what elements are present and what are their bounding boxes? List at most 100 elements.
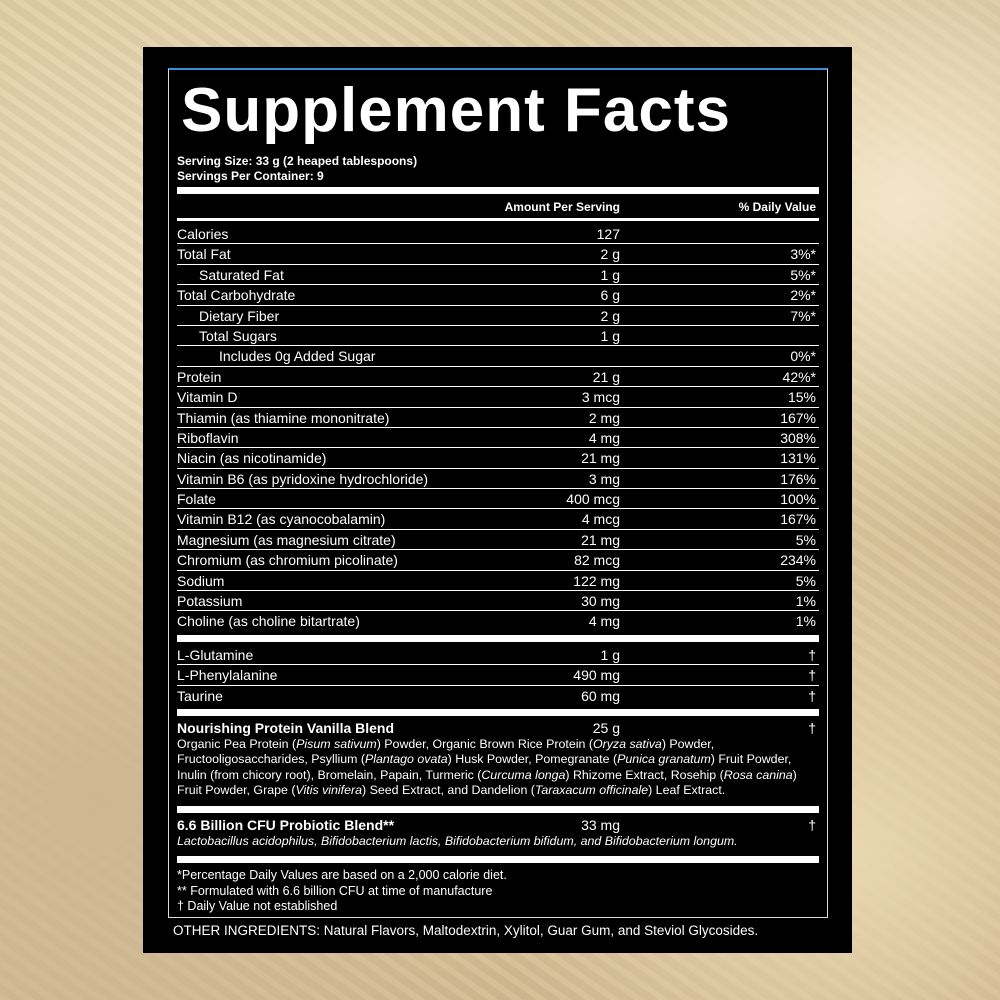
nutrient-row: Dietary Fiber 2 g 7%* bbox=[177, 306, 819, 326]
nutrient-name: Choline (as choline bitartrate) bbox=[177, 613, 360, 630]
amount-header: Amount Per Serving bbox=[504, 200, 620, 214]
nutrient-amount: 21 g bbox=[592, 368, 620, 385]
supplement-facts-panel: Supplement Facts Serving Size: 33 g (2 h… bbox=[143, 47, 852, 953]
nutrient-dv: 5%* bbox=[790, 266, 816, 283]
nutrient-row: Vitamin B12 (as cyanocobalamin) 4 mcg 167% bbox=[177, 509, 819, 530]
footnote: *Percentage Daily Values are based on a … bbox=[177, 868, 507, 883]
nutrient-amount: 1 g bbox=[600, 327, 620, 344]
nutrient-row: Total Sugars 1 g bbox=[177, 326, 819, 347]
nutrient-amount: 4 mg bbox=[588, 613, 620, 630]
nutrient-name: Protein bbox=[177, 368, 222, 385]
nutrient-amount: 2 g bbox=[600, 307, 620, 324]
nutrient-name: Calories bbox=[177, 226, 229, 242]
nutrient-row: Protein 21 g 42%* bbox=[177, 367, 819, 388]
nutrient-name: L-Phenylalanine bbox=[177, 667, 278, 684]
servings-per-container: Servings Per Container: 9 bbox=[177, 169, 324, 183]
blend-name: Nourishing Protein Vanilla Blend bbox=[177, 719, 395, 736]
divider bbox=[177, 805, 819, 813]
nutrient-name: Niacin (as nicotinamide) bbox=[177, 450, 327, 467]
nutrient-dv: † bbox=[808, 687, 816, 704]
nutrient-row: Calories 127 bbox=[177, 224, 819, 245]
dv-header: % Daily Value bbox=[738, 200, 816, 214]
nutrient-list: Calories 127 Total Fat 2 g 3%* Saturated Fat 1… bbox=[177, 224, 819, 632]
nutrient-row: Sodium 122 mg 5% bbox=[177, 571, 819, 592]
nutrient-row: Chromium (as chromium picolinate) 82 mcg 2… bbox=[177, 550, 819, 571]
nutrient-name: Thiamin (as thiamine mononitrate) bbox=[177, 409, 390, 426]
nutrient-dv: 3%* bbox=[790, 246, 816, 263]
nutrient-dv: † bbox=[808, 667, 816, 684]
amino-acid-list: L-Glutamine 1 g † L-Phenylalanine 490 mg † Tau… bbox=[177, 645, 819, 706]
nutrient-amount: 3 mg bbox=[588, 470, 620, 487]
nutrient-dv: 5% bbox=[795, 572, 816, 589]
nutrient-row: Magnesium (as magnesium citrate) 21 mg 5% bbox=[177, 530, 819, 551]
nutrient-dv: 308% bbox=[780, 429, 816, 446]
nutrient-amount: 60 mg bbox=[581, 687, 620, 704]
nutrient-amount: 490 mg bbox=[573, 667, 620, 684]
nutrient-name: Folate bbox=[177, 491, 216, 508]
nutrient-name: Vitamin B6 (as pyridoxine hydrochloride) bbox=[177, 470, 429, 487]
nutrient-name: Taurine bbox=[177, 687, 223, 704]
footnotes: *Percentage Daily Values are based on a … bbox=[177, 866, 819, 915]
probiotic-dv: † bbox=[808, 816, 816, 833]
nutrient-amount: 21 mg bbox=[581, 531, 620, 548]
probiotic-blend: 6.6 Billion CFU Probiotic Blend** 33 mg † … bbox=[177, 816, 819, 854]
nutrient-row: Riboflavin 4 mg 308% bbox=[177, 428, 819, 449]
nutrient-amount: 2 mg bbox=[588, 409, 620, 426]
nutrient-amount: 30 mg bbox=[581, 593, 620, 610]
nutrient-row: Vitamin B6 (as pyridoxine hydrochloride)… bbox=[177, 469, 819, 490]
nutrient-row: Choline (as choline bitartrate) 4 mg 1% bbox=[177, 611, 819, 631]
serving-size: Serving Size: 33 g (2 heaped tablespoons… bbox=[177, 154, 418, 168]
nutrient-amount: 82 mcg bbox=[574, 552, 620, 569]
nutrient-name: Chromium (as chromium picolinate) bbox=[177, 552, 398, 569]
nutrient-amount: 400 mcg bbox=[566, 491, 620, 508]
nutrient-name: Vitamin D bbox=[177, 389, 238, 406]
nutrient-name: Dietary Fiber bbox=[199, 307, 280, 324]
nutrient-name: Total Fat bbox=[177, 246, 231, 263]
footnote: † Daily Value not established bbox=[177, 899, 338, 914]
nutrient-row: Taurine 60 mg † bbox=[177, 686, 819, 706]
nutrient-amount: 1 g bbox=[600, 266, 620, 283]
nutrient-dv: 131% bbox=[780, 450, 816, 467]
nutrient-dv: † bbox=[808, 646, 816, 663]
nutrient-row: Potassium 30 mg 1% bbox=[177, 591, 819, 612]
nutrient-dv: 15% bbox=[787, 389, 816, 406]
nutrient-name: Potassium bbox=[177, 593, 243, 610]
divider bbox=[177, 187, 819, 194]
nutrient-dv: 1% bbox=[795, 593, 816, 610]
nutrient-name: Includes 0g Added Sugar bbox=[219, 348, 376, 365]
nutrient-name: Total Carbohydrate bbox=[177, 287, 296, 304]
nutrient-dv: 1% bbox=[795, 613, 816, 630]
label-title: Supplement Facts bbox=[181, 76, 731, 145]
column-header: Amount Per Serving % Daily Value bbox=[177, 197, 819, 217]
nutrient-name: Saturated Fat bbox=[199, 266, 284, 283]
nutrient-row: Saturated Fat 1 g 5%* bbox=[177, 265, 819, 286]
nutrient-row: L-Glutamine 1 g † bbox=[177, 645, 819, 666]
nutrient-name: L-Glutamine bbox=[177, 646, 254, 663]
facts-box: Supplement Facts Serving Size: 33 g (2 h… bbox=[168, 68, 828, 918]
probiotic-amount: 33 mg bbox=[581, 816, 620, 833]
nutrient-row: Folate 400 mcg 100% bbox=[177, 489, 819, 510]
nutrient-dv: 167% bbox=[780, 409, 816, 426]
footnote: ** Formulated with 6.6 billion CFU at ti… bbox=[177, 883, 493, 898]
nutrient-name: Riboflavin bbox=[177, 429, 239, 446]
nutrient-row: Total Fat 2 g 3%* bbox=[177, 244, 819, 265]
nutrient-row: Includes 0g Added Sugar 0%* bbox=[177, 346, 819, 367]
divider bbox=[177, 218, 819, 221]
nutrient-row: L-Phenylalanine 490 mg † bbox=[177, 665, 819, 686]
nutrient-name: Sodium bbox=[177, 572, 225, 589]
nutrient-dv: 7%* bbox=[790, 307, 816, 324]
nutrient-amount: 4 mcg bbox=[581, 511, 620, 528]
blend-amount: 25 g bbox=[592, 719, 620, 736]
nutrient-amount: 122 mg bbox=[573, 572, 620, 589]
protein-blend: Nourishing Protein Vanilla Blend 25 g † Or… bbox=[177, 719, 819, 803]
divider bbox=[177, 634, 819, 642]
nutrient-row: Niacin (as nicotinamide) 21 mg 131% bbox=[177, 448, 819, 469]
nutrient-dv: 176% bbox=[780, 470, 816, 487]
nutrient-dv: 2%* bbox=[790, 287, 816, 304]
nutrient-name: Total Sugars bbox=[199, 327, 277, 344]
blend-dv: † bbox=[808, 719, 816, 736]
divider bbox=[177, 708, 819, 716]
nutrient-amount: 3 mcg bbox=[581, 389, 620, 406]
nutrient-amount: 1 g bbox=[600, 646, 620, 663]
nutrient-dv: 42%* bbox=[782, 368, 816, 385]
